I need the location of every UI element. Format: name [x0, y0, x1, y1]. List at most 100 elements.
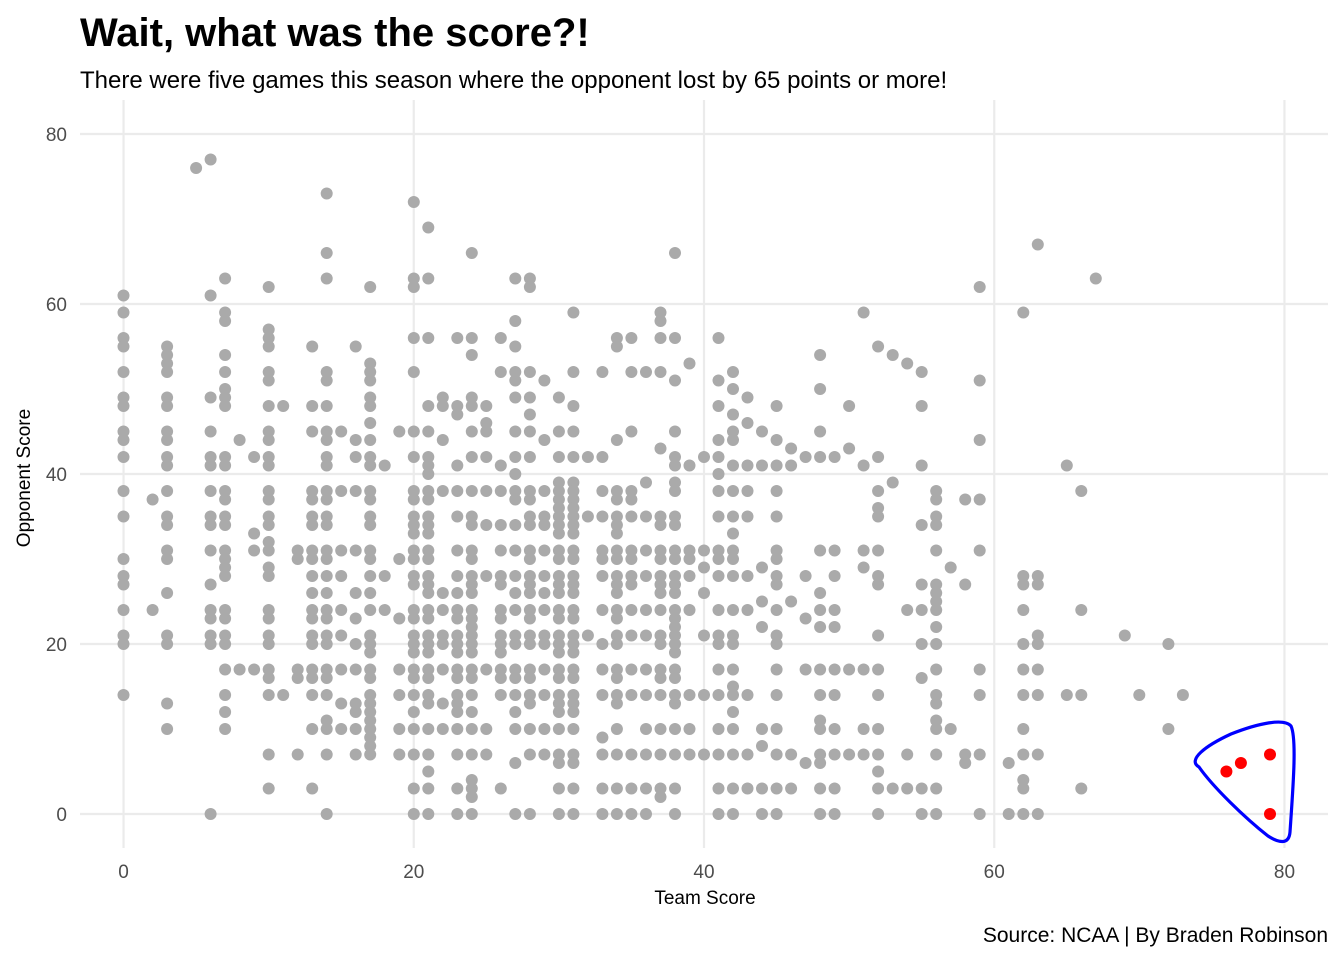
data-point [1031, 689, 1044, 701]
data-point [364, 570, 377, 582]
data-point [465, 774, 478, 786]
data-point [407, 723, 420, 735]
data-point [407, 272, 420, 285]
data-point [814, 451, 827, 463]
data-point [117, 391, 130, 404]
data-point [625, 510, 638, 523]
data-point [306, 612, 319, 625]
x-tick-label: 60 [984, 862, 1005, 883]
data-point [523, 697, 536, 710]
data-point [364, 400, 377, 412]
data-point [538, 629, 551, 642]
data-point [770, 553, 783, 565]
data-point [640, 782, 652, 795]
data-point [204, 519, 217, 531]
highlighted-point [1264, 808, 1276, 820]
data-point [509, 629, 522, 642]
data-point [161, 553, 174, 565]
data-point [364, 391, 377, 404]
data-point [828, 451, 841, 463]
data-point [204, 459, 217, 472]
data-point [552, 519, 565, 531]
data-point [262, 459, 275, 472]
data-point [306, 400, 319, 412]
data-point [407, 612, 420, 625]
data-point [349, 748, 362, 761]
data-point [509, 519, 522, 531]
data-point [610, 544, 623, 557]
data-point [422, 519, 435, 531]
data-point [1031, 638, 1044, 650]
data-point [828, 748, 841, 761]
data-point [799, 663, 812, 676]
data-point [552, 808, 565, 820]
data-point [509, 587, 522, 599]
data-point [262, 544, 275, 557]
data-point [669, 663, 681, 676]
data-point [161, 510, 174, 523]
data-point [320, 663, 333, 676]
data-point [161, 425, 174, 438]
data-point [451, 638, 464, 650]
data-point [785, 595, 798, 608]
data-point [610, 485, 623, 497]
data-point [727, 689, 739, 701]
data-point [465, 723, 478, 735]
data-point [814, 723, 827, 735]
data-point [669, 723, 681, 735]
data-point [480, 663, 493, 676]
data-point [930, 723, 943, 735]
data-point [872, 578, 885, 591]
data-point [610, 519, 623, 531]
data-point [436, 663, 449, 676]
data-point [727, 434, 739, 446]
data-point [552, 646, 565, 659]
data-point [625, 425, 638, 438]
data-point [306, 782, 319, 795]
data-point [219, 485, 232, 497]
data-point [422, 553, 435, 565]
data-point [523, 366, 536, 378]
data-point [712, 723, 725, 735]
x-tick-label: 80 [1274, 862, 1295, 883]
data-point [669, 332, 681, 344]
data-point [509, 374, 522, 387]
data-point [523, 578, 536, 591]
data-point [698, 689, 710, 701]
data-point [828, 808, 841, 820]
data-point [756, 740, 768, 752]
data-point [654, 544, 667, 557]
data-point [465, 621, 478, 633]
data-point [625, 544, 638, 557]
data-point [320, 714, 333, 727]
data-point [930, 748, 943, 761]
data-point [306, 519, 319, 531]
data-point [117, 340, 130, 353]
data-point [814, 663, 827, 676]
data-point [625, 748, 638, 761]
data-point [523, 510, 536, 523]
data-point [843, 400, 856, 412]
data-point [306, 493, 319, 506]
data-point [770, 510, 783, 523]
data-point [669, 604, 681, 616]
data-point [538, 485, 551, 497]
data-point [320, 604, 333, 616]
data-point [770, 400, 783, 412]
data-point [262, 536, 275, 548]
data-point [364, 587, 377, 599]
data-point [451, 570, 464, 582]
data-point [828, 621, 841, 633]
data-point [1089, 272, 1102, 285]
data-point [596, 544, 609, 557]
data-point [277, 689, 290, 701]
data-point [320, 570, 333, 582]
data-point [567, 527, 580, 540]
data-point [465, 663, 478, 676]
data-point [640, 689, 652, 701]
data-point [872, 748, 885, 761]
data-point [552, 570, 565, 582]
data-point [320, 553, 333, 565]
data-point [727, 366, 739, 378]
data-point [480, 519, 493, 531]
